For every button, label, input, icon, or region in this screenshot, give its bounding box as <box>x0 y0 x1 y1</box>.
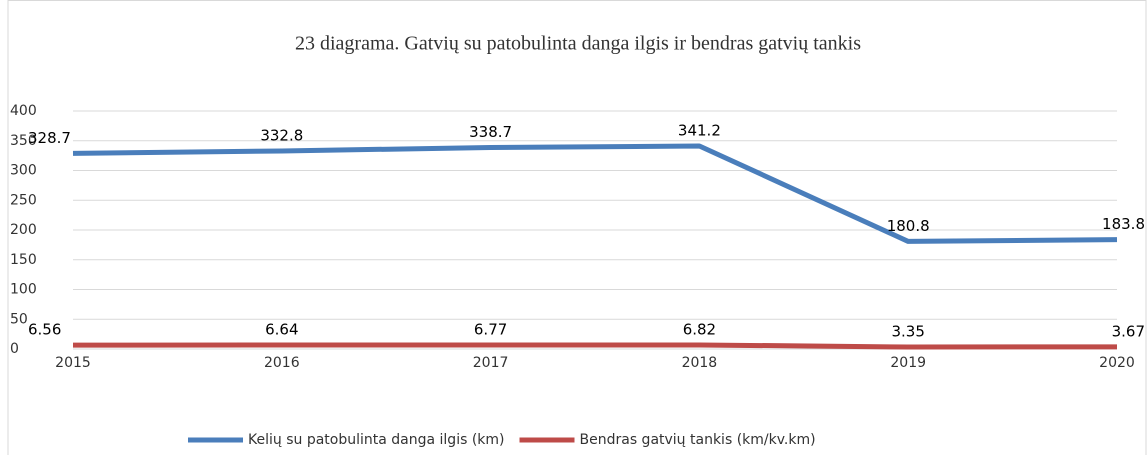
x-tick-label: 2016 <box>264 355 300 371</box>
data-label: 338.7 <box>469 123 512 141</box>
series-line <box>72 143 1118 244</box>
y-tick-label: 0 <box>10 341 19 357</box>
legend-label: Bendras gatvių tankis (km/kv.km) <box>580 432 816 448</box>
data-label: 3.67 <box>1112 322 1145 340</box>
x-tick-label: 2019 <box>890 355 926 371</box>
data-label: 180.8 <box>887 217 930 235</box>
x-tick-label: 2018 <box>682 355 718 371</box>
data-label: 6.56 <box>28 321 61 339</box>
data-label: 341.2 <box>678 121 721 139</box>
x-tick-label: 2015 <box>55 355 91 371</box>
data-label: 6.77 <box>474 320 507 338</box>
y-tick-label: 200 <box>10 222 37 238</box>
y-tick-label: 350 <box>10 133 37 149</box>
y-tick-label: 150 <box>10 252 37 268</box>
y-tick-label: 100 <box>10 282 37 298</box>
y-tick-label: 400 <box>10 103 37 119</box>
data-label: 328.7 <box>28 129 71 147</box>
series-line <box>72 342 1118 350</box>
x-tick-label: 2020 <box>1099 355 1135 371</box>
data-label: 6.82 <box>683 320 716 338</box>
data-label: 6.64 <box>265 321 298 339</box>
x-tick-label: 2017 <box>473 355 509 371</box>
chart-title: 23 diagrama. Gatvių su patobulinta danga… <box>295 33 861 55</box>
data-label: 3.35 <box>891 323 924 341</box>
y-tick-label: 50 <box>10 311 28 327</box>
y-tick-label: 250 <box>10 192 37 208</box>
data-label: 183.8 <box>1102 215 1145 233</box>
y-tick-label: 300 <box>10 163 37 179</box>
data-label: 332.8 <box>260 126 303 144</box>
chart-border <box>7 0 1147 459</box>
legend-label: Kelių su patobulinta danga ilgis (km) <box>248 432 505 448</box>
